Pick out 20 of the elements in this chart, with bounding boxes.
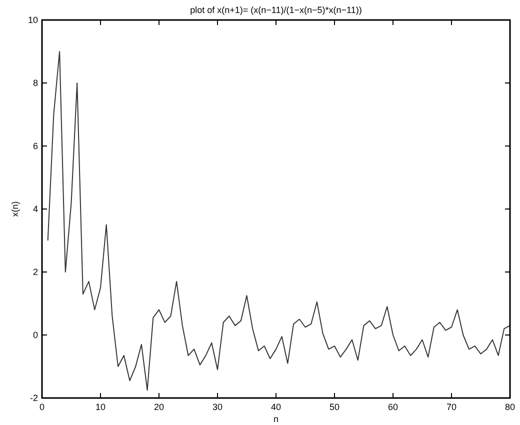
x-tick-label: 80 xyxy=(504,402,516,412)
y-tick-label: 10 xyxy=(28,15,38,25)
x-tick-label: 20 xyxy=(154,402,164,412)
x-tick-label: 60 xyxy=(388,402,398,412)
y-tick-label: 8 xyxy=(32,78,38,88)
x-tick-label: 10 xyxy=(95,402,106,412)
chart-title: plot of x(n+1)= (x(n−11)/(1−x(n−5)*x(n−11)) xyxy=(190,5,362,15)
x-tick-label: 40 xyxy=(270,402,282,412)
x-tick-label: 0 xyxy=(39,402,45,412)
y-tick-label: 4 xyxy=(32,204,38,214)
x-tick-label: 70 xyxy=(446,402,457,412)
y-tick-label: 0 xyxy=(32,330,38,340)
y-tick-label: -2 xyxy=(30,393,38,403)
y-tick-label: 2 xyxy=(32,267,38,277)
y-tick-label: 6 xyxy=(32,141,38,151)
x-tick-label: 50 xyxy=(329,402,340,412)
x-tick-label: 30 xyxy=(212,402,223,412)
x-axis-title: n xyxy=(273,414,279,424)
line-series xyxy=(47,51,510,391)
y-axis-title: x(n) xyxy=(10,201,20,217)
